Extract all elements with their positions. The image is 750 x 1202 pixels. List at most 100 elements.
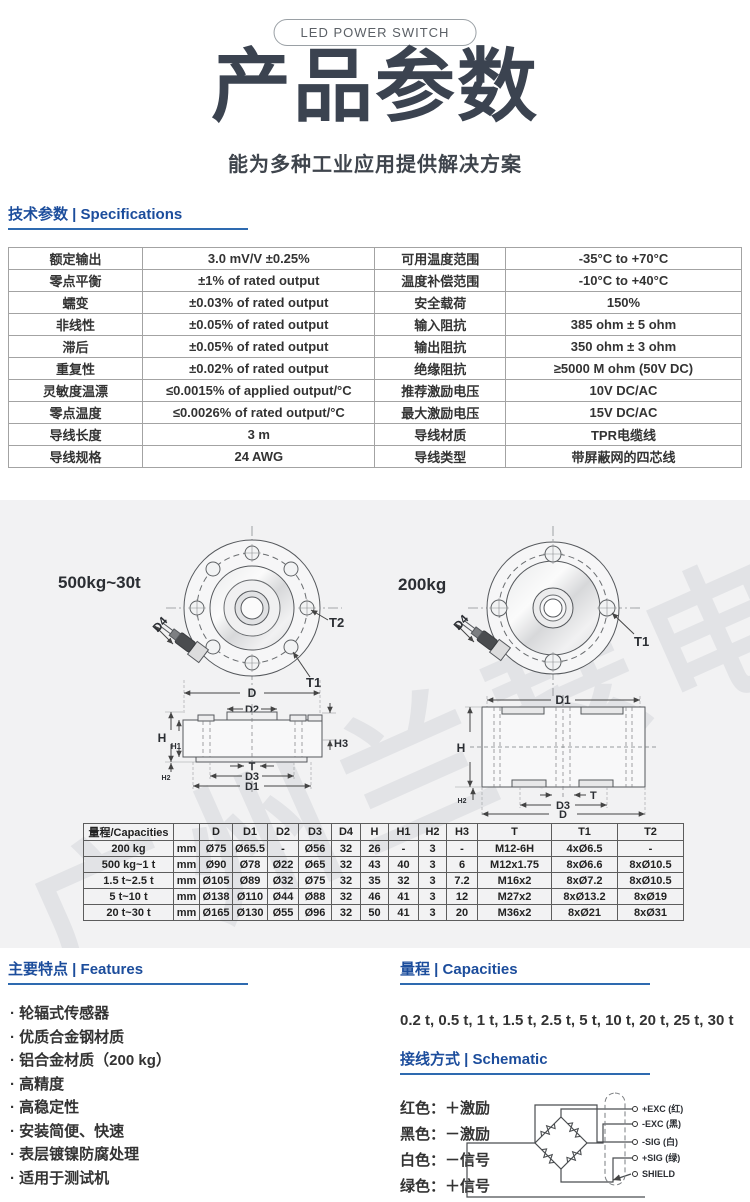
table-cell: 50 — [360, 904, 389, 921]
right-dim-t1: T1 — [634, 634, 649, 649]
table-cell: Ø78 — [232, 856, 268, 873]
table-cell: 推荐激励电压 — [374, 379, 506, 402]
table-header-cell: 量程/Capacities — [83, 823, 174, 841]
section-underline-features — [8, 983, 248, 985]
left-dim-h3: H3 — [334, 738, 348, 750]
left-dim-h: H — [158, 731, 167, 745]
table-cell: -10°C to +40°C — [504, 269, 743, 292]
table-row: 零点平衡 ±1% of rated output 温度补偿范围 -10°C to +4… — [7, 269, 743, 292]
table-cell: Ø88 — [298, 888, 332, 905]
section-underline-specs — [8, 228, 248, 230]
table-cell: M36x2 — [477, 904, 552, 921]
table-cell: 滞后 — [7, 335, 144, 358]
table-cell: Ø90 — [199, 856, 233, 873]
features-list: 轮辐式传感器优质合金钢材质铝合金材质（200 kg）高精度高稳定性安装简便、快速… — [10, 1002, 340, 1190]
terminal-exc-neg: -EXC (黑) — [642, 1119, 681, 1129]
table-cell: mm — [173, 904, 200, 921]
table-header-cell: D1 — [232, 823, 268, 841]
table-cell: 灵敏度温漂 — [7, 379, 144, 402]
feature-item: 表层镀镍防腐处理 — [10, 1143, 340, 1167]
feature-item: 高精度 — [10, 1073, 340, 1097]
table-cell: 8xØ10.5 — [617, 856, 684, 873]
table-cell: - — [388, 840, 419, 857]
table-cell: 46 — [360, 888, 389, 905]
table-cell: Ø75 — [298, 872, 332, 889]
left-top-view: 500kg~30t — [58, 526, 344, 696]
table-cell: 32 — [331, 856, 361, 873]
table-cell: mm — [173, 840, 200, 857]
section-title-features: 主要特点 | Features — [8, 961, 144, 978]
section-title-capacities: 量程 | Capacities — [400, 961, 518, 978]
table-cell: Ø110 — [232, 888, 268, 905]
table-cell: 385 ohm ± 5 ohm — [504, 313, 743, 336]
table-row: 蠕变 ±0.03% of rated output 安全载荷 150% — [7, 291, 743, 314]
table-row: 非线性 ±0.05% of rated output 输入阻抗 385 ohm ± 5… — [7, 313, 743, 336]
terminal-sig-neg: -SIG (白) — [642, 1136, 678, 1147]
table-row: 20 t~30 t mm Ø165 Ø130 Ø55 Ø96 32 50 41 3 20 M36x2 8… — [83, 904, 684, 921]
table-cell: Ø89 — [232, 872, 268, 889]
table-row: 额定输出 3.0 mV/V ±0.25% 可用温度范围 -35°C to +70°C — [7, 247, 743, 270]
table-cell: 零点平衡 — [7, 269, 144, 292]
table-row: 灵敏度温漂 ≤0.0015% of applied output/°C 推荐激励电压… — [7, 379, 743, 402]
table-cell: 3 — [418, 872, 447, 889]
table-cell: ≥5000 M ohm (50V DC) — [504, 357, 743, 380]
right-dim-t: T — [590, 790, 597, 802]
table-cell: mm — [173, 872, 200, 889]
left-dim-d: D — [248, 686, 257, 700]
table-cell: Ø56 — [298, 840, 332, 857]
terminal-shield: SHIELD — [642, 1169, 676, 1179]
table-cell: 导线规格 — [7, 445, 144, 468]
table-cell: - — [446, 840, 478, 857]
table-cell: M27x2 — [477, 888, 552, 905]
table-cell: 3 — [418, 840, 447, 857]
table-cell: 3 — [418, 904, 447, 921]
table-cell: - — [267, 840, 299, 857]
table-cell: Ø55 — [267, 904, 299, 921]
left-range-label: 500kg~30t — [58, 573, 141, 592]
table-row: 500 kg~1 t mm Ø90 Ø78 Ø22 Ø65 32 43 40 3 6 M12x1.75… — [83, 856, 684, 873]
table-cell: 41 — [388, 904, 419, 921]
table-cell: Ø65.5 — [232, 840, 268, 857]
table-cell: 12 — [446, 888, 478, 905]
table-cell: M12x1.75 — [477, 856, 552, 873]
table-cell: 重复性 — [7, 357, 144, 380]
table-header-cell: D3 — [298, 823, 332, 841]
table-header-cell: D4 — [331, 823, 361, 841]
table-cell: 32 — [331, 840, 361, 857]
table-header-cell: T2 — [617, 823, 684, 841]
table-cell: 200 kg — [83, 840, 174, 857]
table-cell: 温度补偿范围 — [374, 269, 506, 292]
table-cell: mm — [173, 856, 200, 873]
table-cell: 41 — [388, 888, 419, 905]
feature-item: 适用于测试机 — [10, 1167, 340, 1191]
terminal-exc-pos: +EXC (红) — [642, 1103, 683, 1114]
table-cell: -35°C to +70°C — [504, 247, 743, 270]
right-dim-d: D — [559, 809, 567, 821]
right-dim-d3: D3 — [556, 800, 570, 812]
spec-table: 额定输出 3.0 mV/V ±0.25% 可用温度范围 -35°C to +70°C 零… — [7, 247, 743, 468]
table-cell: Ø165 — [199, 904, 233, 921]
table-cell: 350 ohm ± 3 ohm — [504, 335, 743, 358]
table-cell: 最大激励电压 — [374, 401, 506, 424]
left-side-view: D D2 H — [158, 680, 348, 793]
left-dim-d3: D3 — [245, 771, 259, 783]
section-underline-schematic — [400, 1073, 650, 1075]
table-cell: 8xØ6.6 — [551, 856, 618, 873]
table-cell: 8xØ19 — [617, 888, 684, 905]
capacities-text: 0.2 t, 0.5 t, 1 t, 1.5 t, 2.5 t, 5 t, 10… — [400, 1012, 734, 1029]
left-dim-h2: H2 — [162, 775, 171, 782]
left-dim-t1: T1 — [306, 675, 321, 690]
table-cell: 20 — [446, 904, 478, 921]
feature-item: 安装简便、快速 — [10, 1120, 340, 1144]
table-header-cell: H3 — [446, 823, 478, 841]
table-cell: Ø65 — [298, 856, 332, 873]
left-dim-t2: T2 — [329, 615, 344, 630]
table-cell: Ø96 — [298, 904, 332, 921]
feature-item: 高稳定性 — [10, 1096, 340, 1120]
right-dim-d4: D4 — [451, 612, 472, 633]
table-cell: 40 — [388, 856, 419, 873]
table-header-cell: D2 — [267, 823, 299, 841]
table-cell: 3 — [418, 888, 447, 905]
table-cell: 5 t~10 t — [83, 888, 174, 905]
